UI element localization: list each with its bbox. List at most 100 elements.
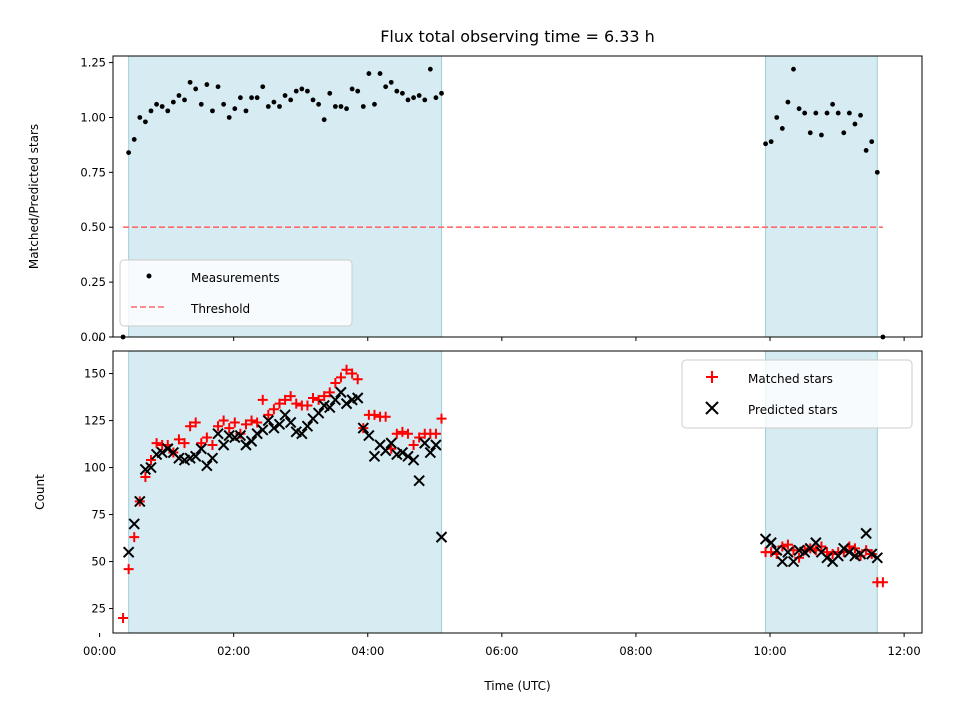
- predicted-star-point: [340, 397, 353, 410]
- matched-star-point: [179, 438, 190, 449]
- legend-marker-measurements: [146, 273, 152, 279]
- chart-title: Flux total observing time = 6.33 h: [380, 27, 655, 46]
- count-x-ticks: 00:00 02:00 04:00 06:00 08:00 10:00 12:00: [83, 633, 921, 658]
- predicted-star-point: [262, 414, 275, 427]
- predicted-star-point: [413, 475, 425, 487]
- measurement-point: [316, 101, 322, 107]
- predicted-star-point: [195, 443, 207, 455]
- matched-star-point: [782, 539, 793, 550]
- matched-star-point: [414, 432, 425, 443]
- predicted-star-point: [430, 439, 442, 451]
- matched-star-point: [822, 547, 833, 558]
- measurement-point: [176, 93, 182, 98]
- y-tick-label: 1.00: [80, 110, 106, 124]
- matched-star-point: [861, 545, 872, 556]
- matched-star-point: [201, 432, 212, 443]
- measurement-point: [332, 104, 338, 109]
- measurement-point: [807, 130, 813, 136]
- matched-star-point: [280, 394, 291, 405]
- matched-star-point: [145, 455, 156, 466]
- measurement-point: [254, 95, 260, 101]
- predicted-star-point: [854, 548, 867, 560]
- y-tick-label: 1.25: [80, 56, 106, 70]
- y-tick-label: 50: [91, 555, 106, 569]
- measurement-point: [841, 130, 847, 136]
- predicted-star-point: [284, 416, 297, 429]
- predicted-star-point: [240, 439, 252, 451]
- matched-star-point: [335, 372, 346, 383]
- matched-star-point: [313, 394, 324, 405]
- y-tick-label: 150: [84, 367, 106, 381]
- matched-star-point: [436, 413, 447, 424]
- count-y-axis-label: Count: [33, 474, 47, 510]
- measurement-point: [182, 97, 187, 103]
- matched-star-point: [285, 391, 296, 402]
- predicted-star-point: [296, 428, 308, 440]
- matched-star-point: [347, 368, 358, 379]
- measurement-point: [137, 115, 143, 120]
- measurement-point: [232, 106, 238, 112]
- predicted-star-point: [234, 429, 247, 442]
- measurement-point: [422, 97, 428, 103]
- matched-star-point: [235, 428, 246, 439]
- predicted-star-point: [838, 542, 850, 555]
- measurement-point: [791, 66, 796, 72]
- predicted-star-point: [128, 518, 140, 530]
- matched-star-point: [229, 417, 240, 428]
- predicted-star-point: [368, 450, 381, 462]
- matched-star-point: [777, 541, 788, 552]
- measurement-point: [400, 90, 405, 96]
- matched-star-point: [391, 428, 402, 439]
- predicted-star-point: [122, 546, 135, 558]
- predicted-star-point: [134, 495, 146, 508]
- measurement-point: [394, 88, 400, 94]
- measurement-point: [830, 101, 836, 107]
- measurement-point: [215, 84, 221, 90]
- predicted-star-point: [257, 424, 269, 436]
- measurement-point: [154, 101, 159, 107]
- count-legend: Matched stars Predicted stars: [681, 359, 913, 429]
- matched-star-point: [218, 415, 229, 426]
- predicted-star-point: [402, 450, 414, 462]
- predicted-star-point: [379, 444, 392, 457]
- measurement-point: [305, 88, 310, 94]
- measurement-point: [377, 71, 383, 76]
- predicted-star-point: [162, 443, 174, 455]
- matched-star-point: [408, 440, 419, 450]
- legend-marker-predicted: [705, 401, 719, 415]
- measurement-point: [416, 93, 422, 98]
- matched-star-point: [849, 543, 860, 554]
- matched-star-point: [430, 428, 441, 439]
- legend-label-matched: Matched stars: [748, 372, 833, 386]
- matched-star-point: [151, 438, 162, 449]
- predicted-star-point: [251, 428, 263, 440]
- measurement-point: [271, 99, 277, 105]
- predicted-star-point: [866, 548, 878, 560]
- measurement-point: [846, 110, 852, 116]
- matched-star-point: [397, 426, 408, 437]
- predicted-star-point: [357, 422, 370, 434]
- measurement-point: [159, 104, 165, 109]
- count-y-ticks: 25 50 75 100 125 150: [84, 367, 113, 616]
- measurement-point: [768, 139, 774, 145]
- matched-star-point: [319, 391, 330, 402]
- matched-star-point: [224, 423, 235, 434]
- measurement-point: [148, 108, 154, 114]
- measurement-point: [265, 104, 271, 109]
- measurement-point: [193, 86, 199, 92]
- predicted-star-point: [156, 446, 168, 459]
- predicted-star-point: [396, 446, 409, 459]
- x-axis-label: Time (UTC): [483, 679, 550, 693]
- matched-star-point: [190, 417, 201, 428]
- predicted-star-point: [279, 409, 291, 421]
- measurement-point: [221, 101, 227, 107]
- measurement-point: [863, 147, 869, 153]
- x-tick-label: 00:00: [83, 644, 116, 658]
- measurement-point: [779, 126, 785, 131]
- count-legend-box: [681, 359, 913, 429]
- measurement-point: [293, 88, 299, 94]
- matched-star-point: [380, 411, 391, 422]
- matched-star-point: [877, 577, 888, 588]
- matched-star-point: [291, 398, 302, 409]
